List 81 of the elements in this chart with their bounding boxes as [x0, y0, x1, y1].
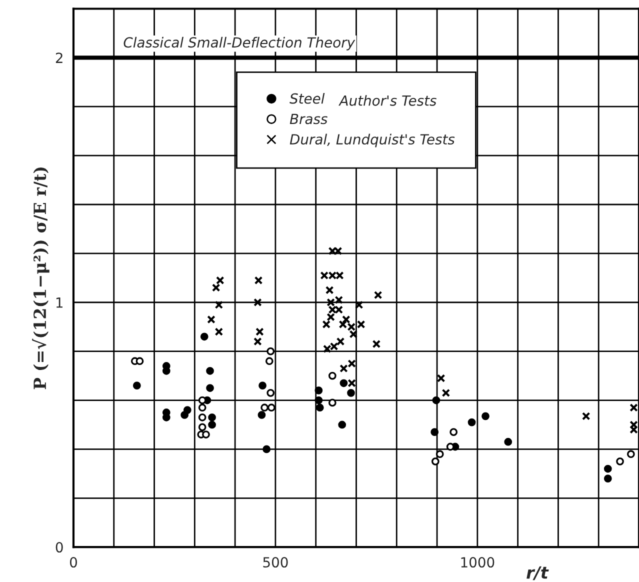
point	[354, 300, 364, 309]
y-tick-label: 1	[56, 298, 62, 308]
point	[616, 457, 624, 466]
point	[200, 332, 208, 341]
point	[202, 430, 210, 438]
point	[136, 357, 144, 366]
point	[208, 420, 216, 429]
legend-label: Dural, Lundquist's Tests	[290, 134, 455, 148]
point	[338, 420, 346, 429]
point	[206, 366, 214, 375]
point	[314, 386, 323, 394]
x-tick-label: 500	[263, 557, 288, 568]
point	[430, 428, 439, 436]
point	[256, 328, 264, 336]
point	[328, 372, 336, 380]
point	[214, 328, 224, 336]
point	[336, 337, 345, 346]
point	[347, 388, 355, 397]
point	[132, 382, 141, 390]
point	[342, 315, 350, 324]
point	[258, 411, 266, 419]
point	[432, 396, 440, 404]
point	[267, 404, 276, 412]
point	[604, 464, 612, 473]
point	[604, 474, 612, 483]
point	[436, 450, 444, 458]
point	[314, 396, 323, 404]
point	[254, 298, 262, 307]
point	[374, 290, 382, 300]
point	[198, 413, 206, 422]
point	[258, 382, 266, 390]
legend-label: Steel	[290, 93, 325, 104]
point	[630, 403, 638, 412]
y-tick-label: 0	[56, 542, 63, 553]
point	[316, 404, 324, 412]
point	[482, 412, 490, 420]
point	[328, 398, 336, 407]
point	[198, 423, 206, 432]
y-axis-title: P (=√(12(1−μ²)) σ/E r/t)	[32, 167, 50, 390]
point	[468, 418, 476, 426]
point	[212, 284, 220, 292]
point	[436, 374, 446, 382]
point	[431, 457, 440, 466]
point	[340, 379, 348, 388]
point	[582, 412, 590, 420]
point	[630, 420, 638, 429]
point	[208, 413, 216, 422]
annotation: Author's Tests	[338, 95, 436, 106]
x-axis-title: r/t	[526, 566, 549, 580]
point	[348, 359, 356, 368]
point	[349, 330, 358, 338]
point	[214, 300, 224, 309]
point	[325, 286, 334, 294]
point	[254, 276, 263, 284]
point	[442, 388, 450, 398]
point	[450, 428, 458, 436]
point	[372, 340, 381, 348]
point	[183, 406, 192, 414]
point	[254, 337, 262, 346]
point	[348, 378, 356, 388]
point	[266, 388, 275, 397]
point	[356, 320, 366, 329]
ref-line-label: Classical Small-Deflection Theory	[124, 36, 356, 50]
point	[322, 320, 330, 329]
point	[326, 312, 335, 322]
x-tick-label: 0	[70, 557, 77, 568]
point	[198, 404, 206, 412]
point	[265, 357, 274, 366]
point	[207, 315, 216, 324]
point	[340, 364, 348, 373]
point	[504, 438, 512, 446]
point	[630, 425, 638, 434]
point	[626, 450, 635, 458]
legend-label: Brass	[290, 114, 328, 124]
point	[216, 276, 224, 284]
point	[206, 384, 214, 392]
y-tick-label: 2	[56, 52, 62, 63]
point	[260, 404, 268, 412]
x-tick-label: 1000	[461, 557, 494, 568]
point	[262, 445, 271, 454]
point	[266, 347, 275, 356]
